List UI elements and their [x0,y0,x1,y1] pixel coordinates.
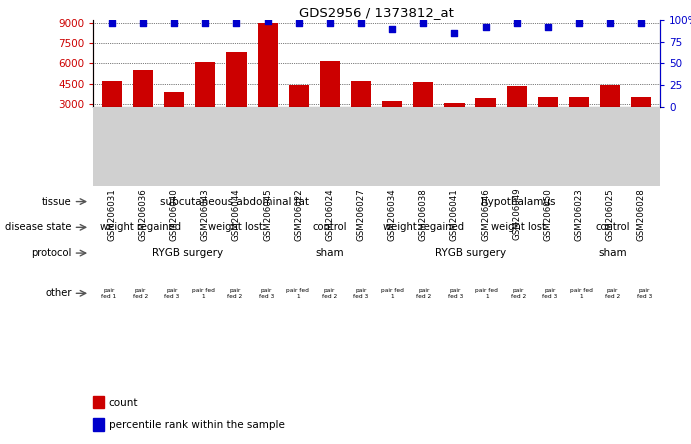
Text: weight regained: weight regained [100,222,181,232]
Point [355,19,366,26]
Bar [320,60,340,144]
Bar [93,396,104,408]
Title: GDS2956 / 1373812_at: GDS2956 / 1373812_at [299,6,454,19]
Text: pair
fed 3: pair fed 3 [542,288,558,298]
Text: sham: sham [315,248,343,258]
Bar [569,97,589,144]
Point [511,19,522,26]
Bar [538,97,558,144]
Bar [258,23,278,144]
Text: pair fed
1: pair fed 1 [192,288,215,298]
Bar [289,85,309,144]
Text: tissue: tissue [42,197,72,206]
Text: count: count [109,398,138,408]
Bar [507,86,527,144]
Text: pair fed
1: pair fed 1 [570,288,593,298]
Bar [227,52,247,144]
Bar [475,99,495,144]
Bar [600,85,621,144]
Bar [631,97,652,144]
Text: pair fed
1: pair fed 1 [475,288,498,298]
Bar [382,101,402,144]
Point [200,19,211,26]
Text: pair
fed 2: pair fed 2 [322,288,337,298]
Text: pair
fed 2: pair fed 2 [416,288,431,298]
Text: hypothalamus: hypothalamus [481,197,556,206]
Text: percentile rank within the sample: percentile rank within the sample [109,420,285,430]
Text: subcutaneous abdominal fat: subcutaneous abdominal fat [160,197,310,206]
Text: pair
fed 3: pair fed 3 [164,288,180,298]
Point [542,24,553,31]
Text: other: other [45,288,72,298]
Text: disease state: disease state [6,222,72,232]
Point [262,17,273,24]
Text: pair
fed 3: pair fed 3 [448,288,463,298]
Text: pair fed
1: pair fed 1 [381,288,404,298]
Text: weight regained: weight regained [384,222,464,232]
Bar [102,81,122,144]
Text: pair
fed 3: pair fed 3 [353,288,368,298]
Point [106,19,117,26]
Point [231,19,242,26]
Point [293,19,304,26]
Text: pair fed
1: pair fed 1 [287,288,310,298]
Point [324,19,335,26]
Bar [196,62,216,144]
Point [480,24,491,31]
Bar [444,103,464,144]
Text: control: control [312,222,347,232]
Text: weight lost: weight lost [207,222,263,232]
Text: weight lost: weight lost [491,222,546,232]
Point [574,19,585,26]
Text: sham: sham [598,248,627,258]
Point [636,19,647,26]
Text: RYGB surgery: RYGB surgery [435,248,507,258]
Text: pair
fed 2: pair fed 2 [605,288,621,298]
Bar [133,70,153,144]
Bar [93,418,104,431]
Text: pair
fed 2: pair fed 2 [133,288,148,298]
Bar [164,91,184,144]
Text: pair
fed 2: pair fed 2 [511,288,526,298]
Text: protocol: protocol [31,248,72,258]
Bar [413,82,433,144]
Point [169,19,180,26]
Text: control: control [596,222,630,232]
Text: pair
fed 1: pair fed 1 [102,288,117,298]
Text: RYGB surgery: RYGB surgery [152,248,223,258]
Point [138,19,149,26]
Bar [351,81,371,144]
Text: pair
fed 2: pair fed 2 [227,288,243,298]
Point [605,19,616,26]
Point [387,25,398,32]
Point [449,29,460,36]
Point [418,19,429,26]
Text: pair
fed 3: pair fed 3 [259,288,274,298]
Text: pair
fed 3: pair fed 3 [636,288,652,298]
